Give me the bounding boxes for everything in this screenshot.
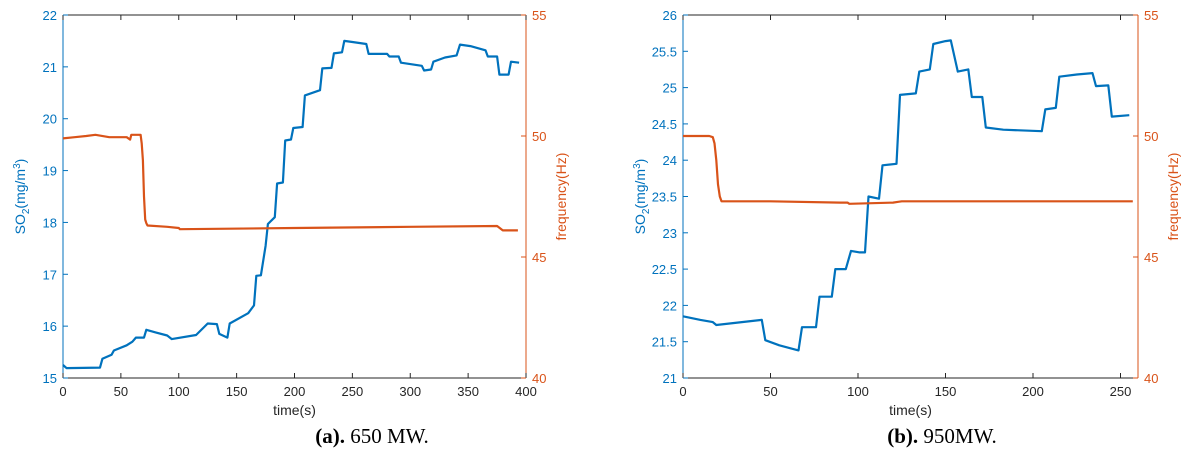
y-left-tick-label-b-9: 25.5 xyxy=(652,44,677,59)
x-tick-label-a-3: 150 xyxy=(226,384,248,399)
y-left-tick-label-a-5: 20 xyxy=(43,112,57,127)
so2-series-line-b xyxy=(682,39,1130,352)
figure: 0 50 100 150 200 250 300 350 4001516171819202122… xyxy=(12,8,1181,418)
y-left-tick-label-b-0: 21 xyxy=(663,371,677,386)
y-right-tick-label-a-0: 40 xyxy=(532,371,546,386)
chart-a: 0 50 100 150 200 250 300 350 400 15 16 17 18 19 20 21 22… xyxy=(12,8,569,418)
x-tick-label-b-3: 150 xyxy=(935,384,957,399)
x-tick-label-a-4: 200 xyxy=(284,384,306,399)
y-left-tick-label-b-4: 23 xyxy=(663,226,677,241)
x-tick-label-a-6: 300 xyxy=(399,384,421,399)
y-left-tick-label-a-7: 22 xyxy=(43,8,57,23)
x-axis-label-b: time(s) xyxy=(889,402,932,418)
x-tick-label-b-0: 0 xyxy=(679,384,686,399)
caption-a-text: 650 MW. xyxy=(344,424,429,448)
y-right-tick-label-b-3: 55 xyxy=(1144,8,1158,23)
y-left-tick-label-b-6: 24 xyxy=(663,153,677,168)
y-right-tick-label-b-1: 45 xyxy=(1144,250,1158,265)
y-right-tick-label-a-2: 50 xyxy=(532,129,546,144)
frequency-series-line-b xyxy=(683,134,1133,205)
x-tick-label-b-5: 250 xyxy=(1110,384,1132,399)
y-left-axis-label-a: SO2(mg/m3) xyxy=(12,159,32,235)
y-left-axis-label-b: SO2(mg/m3) xyxy=(632,159,652,235)
x-tick-label-a-5: 250 xyxy=(342,384,364,399)
caption-a-tag: (a). xyxy=(315,424,345,448)
y-left-tick-label-a-3: 18 xyxy=(43,215,57,230)
chart-b: 0 50 100 150 200 250 21 21.5 22 22.5 23 23.5 24 24.5 2… xyxy=(632,8,1181,418)
y-right-tick-label-b-2: 50 xyxy=(1144,129,1158,144)
y-right-tick-label-b-0: 40 xyxy=(1144,371,1158,386)
y-left-tick-label-b-3: 22.5 xyxy=(652,262,677,277)
x-tick-label-a-7: 350 xyxy=(457,384,479,399)
x-tick-label-b-4: 200 xyxy=(1022,384,1044,399)
y-right-axis-label-a: frequency(Hz) xyxy=(553,153,569,241)
caption-b-tag: (b). xyxy=(887,424,919,448)
y-left-tick-label-a-4: 19 xyxy=(43,164,57,179)
caption-b-text: 950MW. xyxy=(918,424,997,448)
y-left-tick-label-a-0: 15 xyxy=(43,371,57,386)
y-left-tick-label-b-2: 22 xyxy=(663,298,677,313)
y-left-tick-label-a-6: 21 xyxy=(43,60,57,75)
y-right-tick-label-a-1: 45 xyxy=(532,250,546,265)
x-tick-label-a-2: 100 xyxy=(168,384,190,399)
caption-a: (a). 650 MW. xyxy=(172,424,572,449)
y-left-tick-label-b-7: 24.5 xyxy=(652,117,677,132)
y-right-tick-label-a-3: 55 xyxy=(532,8,546,23)
y-right-axis-label-b: frequency(Hz) xyxy=(1165,153,1181,241)
y-left-tick-label-a-2: 17 xyxy=(43,267,57,282)
y-left-tick-label-b-1: 21.5 xyxy=(652,335,677,350)
x-axis-label-a: time(s) xyxy=(273,402,316,418)
so2-series-line-a xyxy=(62,39,520,370)
x-tick-label-b-2: 100 xyxy=(847,384,869,399)
x-tick-label-a-1: 50 xyxy=(114,384,128,399)
caption-b: (b). 950MW. xyxy=(742,424,1142,449)
y-left-tick-label-b-10: 26 xyxy=(663,8,677,23)
y-left-tick-label-b-8: 25 xyxy=(663,81,677,96)
y-left-tick-label-a-1: 16 xyxy=(43,319,57,334)
y-left-tick-label-b-5: 23.5 xyxy=(652,190,677,205)
frequency-series-line-a xyxy=(62,133,518,232)
x-tick-label-a-8: 400 xyxy=(515,384,537,399)
x-tick-label-b-1: 50 xyxy=(763,384,777,399)
x-tick-label-a-0: 0 xyxy=(59,384,66,399)
